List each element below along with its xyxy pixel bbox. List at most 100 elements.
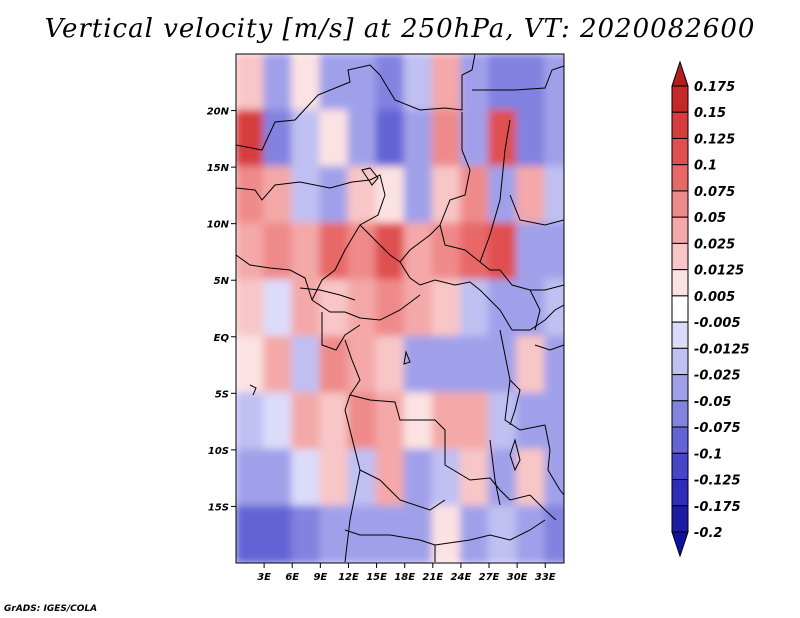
colorbar-swatch <box>671 216 689 244</box>
field-cell <box>459 222 491 282</box>
field-cell <box>375 109 406 169</box>
x-tick-label: 6E <box>285 572 299 583</box>
colorbar-swatch <box>671 295 689 323</box>
x-axis: 3E 6E 9E 12E 15E 18E 21E 24E 27E 30E 33E <box>257 563 556 583</box>
colorbar-swatch <box>671 85 689 113</box>
field-cell <box>403 109 434 169</box>
y-tick-label: 5N <box>214 276 230 287</box>
y-tick-label: 15N <box>207 163 230 174</box>
field-cell <box>488 166 519 225</box>
y-tick-label: 15S <box>208 502 229 513</box>
colorbar-swatch <box>671 269 689 297</box>
field-cell <box>459 54 491 112</box>
field-cell <box>236 392 266 451</box>
field-cell <box>236 279 266 338</box>
colorbar-label: 0.075 <box>694 185 735 200</box>
field-cell <box>431 109 462 169</box>
field-cell <box>263 392 294 451</box>
field-cell <box>347 505 378 563</box>
colorbar-swatch <box>671 60 689 87</box>
field-cell <box>488 392 519 451</box>
field-cell <box>544 335 564 395</box>
field-cell <box>431 54 462 112</box>
field-cell <box>347 166 378 225</box>
field-cell <box>403 335 434 395</box>
plot-frame <box>235 53 565 564</box>
field-cell <box>319 448 350 508</box>
field-cell <box>516 109 547 169</box>
x-tick-label: 15E <box>366 572 387 583</box>
colorbar-label: 0.025 <box>694 237 735 252</box>
field-cell <box>263 54 294 112</box>
x-tick-label: 30E <box>507 572 528 583</box>
field-cell <box>291 222 322 282</box>
colorbar-label: 0.005 <box>694 290 735 305</box>
field-cell <box>263 448 294 508</box>
field-cell <box>516 279 547 338</box>
field-cell <box>488 222 519 282</box>
field-cell <box>375 335 406 395</box>
colorbar-label: -0.125 <box>694 474 741 489</box>
grads-credit: GrADS: IGES/COLA <box>4 604 98 614</box>
y-tick-label: 10S <box>208 446 229 457</box>
field-cell <box>431 166 462 225</box>
field-cell <box>488 448 519 508</box>
x-tick-label: 21E <box>422 572 443 583</box>
field-cell <box>319 335 350 395</box>
colorbar-label: 0.175 <box>694 80 735 95</box>
field-cell <box>236 222 266 282</box>
field-cell <box>431 505 462 563</box>
field-cell <box>263 335 294 395</box>
country-borders <box>236 54 564 563</box>
field-cell <box>347 392 378 451</box>
field-cell <box>347 54 378 112</box>
field-cell <box>375 222 406 282</box>
field-cell <box>375 279 406 338</box>
colorbar-swatch <box>671 426 689 454</box>
field-cell <box>544 392 564 451</box>
field-cell <box>236 335 266 395</box>
x-tick-label: 18E <box>394 572 415 583</box>
field-cell <box>319 222 350 282</box>
colorbar-label: -0.005 <box>694 316 741 331</box>
colorbar-label: -0.175 <box>694 500 741 515</box>
colorbar-swatch <box>671 321 689 349</box>
colorbar-label: -0.0125 <box>694 342 750 357</box>
x-tick-label: 12E <box>338 572 359 583</box>
field-cell <box>544 54 564 112</box>
field-cell <box>488 279 519 338</box>
field-cell <box>403 166 434 225</box>
x-tick-label: 3E <box>257 572 271 583</box>
field-cell <box>459 279 491 338</box>
y-tick-label: 20N <box>207 107 230 118</box>
x-tick-label: 27E <box>479 572 500 583</box>
colorbar-swatch <box>671 400 689 428</box>
field-cell <box>291 505 322 563</box>
field-cell <box>403 279 434 338</box>
colorbar-swatch <box>671 137 689 166</box>
field-cell <box>516 222 547 282</box>
field-cell <box>516 166 547 225</box>
field-cell <box>516 54 547 112</box>
field-cell <box>236 505 266 563</box>
field-cell <box>459 109 491 169</box>
field-cell <box>263 222 294 282</box>
field-cell <box>263 505 294 563</box>
field-cell <box>291 335 322 395</box>
field-cell <box>403 505 434 563</box>
colorbar-swatch <box>671 242 689 271</box>
field-cell <box>291 54 322 112</box>
field-cell <box>347 335 378 395</box>
velocity-field <box>236 54 564 563</box>
field-cell <box>488 109 519 169</box>
field-cell <box>291 448 322 508</box>
field-cell <box>488 54 519 112</box>
field-cell <box>544 166 564 225</box>
colorbar-swatch <box>671 479 689 507</box>
field-cell <box>544 505 564 563</box>
field-cell <box>544 448 564 508</box>
field-cell <box>516 392 547 451</box>
field-cell <box>319 54 350 112</box>
colorbar-label: 0.1 <box>694 159 717 174</box>
